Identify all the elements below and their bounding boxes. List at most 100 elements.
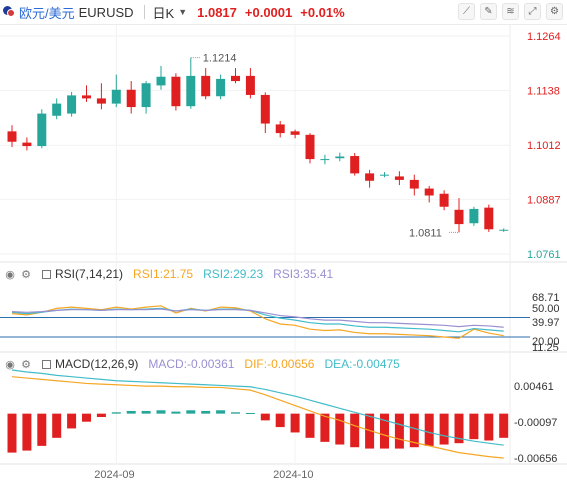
candle-body [171, 76, 181, 107]
macd-axis-label: -0.00097 [514, 417, 557, 429]
settings-icon[interactable]: ⚙ [546, 3, 563, 20]
candle-body [37, 113, 47, 147]
rsi1-label: RSI1:21.75 [133, 267, 194, 281]
candle-body [320, 159, 330, 161]
macd-histogram-bar [260, 413, 270, 421]
high-price-label: 1.1214 [203, 53, 237, 65]
candle-body [484, 207, 494, 230]
pair-name-cn[interactable]: 欧元/美元 [19, 5, 75, 21]
candle-body [216, 78, 226, 97]
macd-histogram-bar [499, 413, 509, 438]
macd-histogram-bar [141, 410, 151, 414]
candle-body [275, 124, 285, 134]
candle-body [231, 75, 240, 82]
indicator-grid-icon [42, 359, 51, 369]
candle-body [290, 131, 300, 135]
macd-header: ◉ ⚙ MACD(12,26,9) MACD:-0.00361 DIF:-0.0… [4, 356, 400, 372]
gear-icon[interactable]: ⚙ [21, 268, 31, 281]
candle-body [365, 173, 375, 181]
macd-histogram-bar [305, 413, 315, 438]
candle-body [499, 229, 509, 231]
indicator-grid-icon [42, 269, 51, 279]
candle-body [469, 208, 479, 224]
fullscreen-icon[interactable]: ⤢ [524, 3, 541, 20]
gear-icon[interactable]: ⚙ [21, 358, 31, 371]
macd-histogram-bar [484, 413, 494, 441]
eye-icon[interactable]: ◉ [5, 358, 15, 371]
candle-body [380, 174, 389, 176]
toolbar-icons: ⟋ ✎ ≋ ⤢ ⚙ [458, 3, 563, 20]
macd-histogram-bar [469, 413, 479, 440]
candle-body [22, 142, 32, 147]
macd-params: MACD(12,26,9) [55, 357, 139, 371]
candle-body [394, 176, 404, 180]
macd-histogram-bar [186, 410, 196, 414]
rsi-axis-label: 39.97 [532, 317, 560, 329]
rsi1-value: 21.75 [163, 267, 194, 281]
macd-histogram-bar [439, 413, 449, 445]
candle-body [424, 188, 434, 196]
rsi-axis-label: 68.71 [532, 292, 560, 304]
toolbar-divider [143, 5, 145, 19]
price-change: +0.0001 [244, 4, 293, 20]
macd-histogram-bar [454, 413, 464, 444]
rsi2-label: RSI2:29.23 [203, 267, 264, 281]
macd-histogram-bar [231, 412, 240, 414]
candle-body [111, 89, 121, 104]
candle-body [141, 83, 151, 108]
candle-body [350, 156, 360, 174]
macd-histogram-bar [290, 413, 300, 433]
macd-histogram-bar [350, 413, 360, 448]
price-tick-label: 1.1264 [527, 31, 561, 43]
chevron-down-icon[interactable]: ▼ [178, 7, 188, 17]
macd-histogram-bar [52, 413, 62, 438]
dea-label: DEA:-0.00475 [324, 357, 400, 371]
macd-histogram-bar [380, 413, 389, 449]
rsi-axis-label: 50.00 [532, 303, 560, 315]
eu-us-flag-icon [3, 6, 15, 18]
macd-axis-label: -0.00656 [514, 453, 557, 465]
rsi2-value: 29.23 [233, 267, 264, 281]
price-tick-label: 1.1012 [527, 140, 561, 152]
eye-icon[interactable]: ◉ [5, 268, 15, 281]
macd-histogram-bar [156, 410, 166, 414]
macd-dea-line [11, 369, 504, 446]
period-selector[interactable]: 日K [152, 5, 175, 21]
rsi-series-line [11, 305, 504, 339]
macd-histogram-bar [67, 413, 77, 429]
time-tick-label: 2024-09 [94, 469, 134, 481]
dif-label: DIF:-0.00656 [244, 357, 315, 371]
candle-body [201, 75, 211, 97]
candle-body [126, 89, 136, 108]
draw-tool-icon[interactable]: ✎ [480, 3, 497, 20]
rsi-series-line [11, 308, 504, 328]
rsi3-value: 35.41 [303, 267, 334, 281]
price-tick-label: 1.1138 [527, 86, 560, 98]
macd-histogram-bar [275, 413, 285, 428]
price-change-pct: +0.01% [300, 4, 345, 20]
line-tool-icon[interactable]: ⟋ [458, 3, 475, 20]
dif-value: -0.00656 [267, 357, 315, 371]
candle-body [454, 209, 464, 225]
indicator-icon[interactable]: ≋ [502, 3, 519, 20]
chart-toolbar: 欧元/美元 EURUSD 日K ▼ 1.0817 +0.0001 +0.01% … [0, 0, 567, 25]
macd-histogram-bar [37, 413, 47, 446]
candle-body [186, 75, 196, 107]
macd-label: MACD:-0.00361 [148, 357, 235, 371]
low-price-label: 1.0811 [409, 227, 442, 239]
macd-value: -0.00361 [187, 357, 235, 371]
last-price: 1.0817 [197, 4, 237, 20]
pair-code: EURUSD [78, 4, 134, 20]
macd-histogram-bar [126, 410, 136, 414]
macd-histogram-bar [335, 413, 345, 445]
candle-body [67, 95, 77, 114]
time-tick-label: 2024-10 [273, 469, 313, 481]
candle-body [305, 134, 315, 160]
price-tick-label: 1.0761 [527, 249, 561, 261]
rsi-params: RSI(7,14,21) [55, 267, 124, 281]
candle-body [439, 193, 449, 207]
candle-body [335, 156, 345, 159]
price-tick-label: 1.0887 [527, 194, 561, 206]
